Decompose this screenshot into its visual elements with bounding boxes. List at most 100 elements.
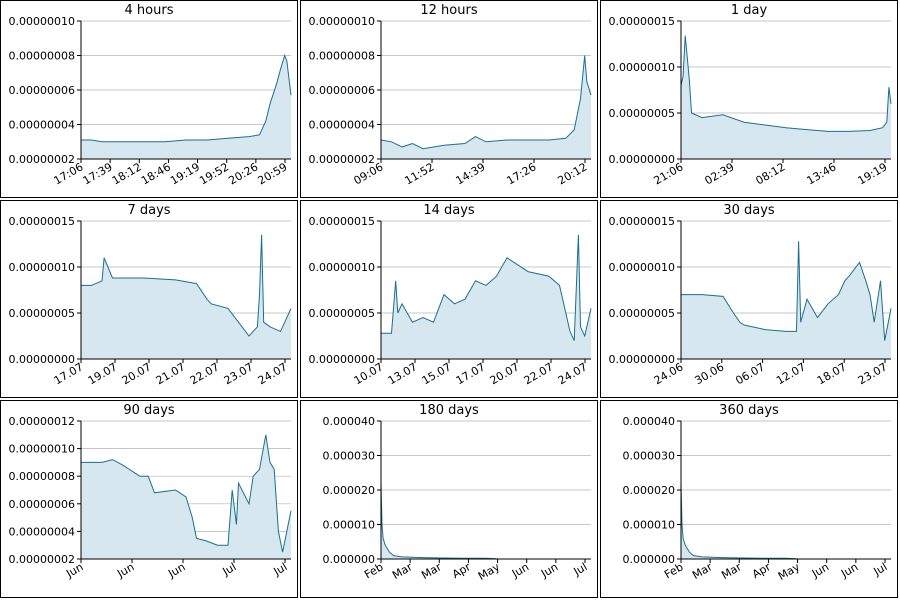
series-line	[380, 483, 497, 560]
chart-14d: 0.00000000 0.00000005 0.00000010 0.00000015…	[309, 215, 592, 387]
x-tick-label: 24.07	[256, 360, 290, 387]
panel-7d: 7 days 0.00000000 0.00000005 0.00000010 0.0…	[0, 200, 298, 398]
y-tick-label: 0.00000010	[609, 61, 675, 74]
series-line	[81, 54, 292, 143]
x-tick-label: Apr	[750, 560, 773, 581]
series-line	[381, 234, 592, 341]
series-line	[81, 434, 292, 553]
x-tick-label: 17.07	[454, 360, 488, 387]
y-tick-label: 0.000000	[323, 553, 376, 566]
chart-30d: 0.00000000 0.00000005 0.00000010 0.00000015…	[609, 215, 892, 387]
y-tick-label: 0.000040	[623, 415, 676, 428]
chart-title: 180 days	[419, 403, 479, 418]
y-tick-label: 0.00000015	[9, 215, 75, 228]
x-tick-label: 22.07	[522, 360, 556, 387]
y-tick-label: 0.00000015	[609, 15, 675, 28]
y-tick-label: 0.00000004	[9, 525, 75, 538]
x-tick-label: Mar	[419, 560, 444, 582]
x-tick-label: May	[776, 560, 803, 583]
area-fill	[681, 241, 891, 359]
y-tick-label: 0.000010	[623, 519, 676, 532]
x-tick-label: 19:19	[168, 160, 202, 187]
y-tick-label: 0.00000008	[9, 50, 75, 63]
y-tick-label: 0.00000008	[309, 50, 375, 63]
x-tick-label: 20:26	[226, 160, 260, 187]
y-tick-label: 0.00000005	[309, 307, 375, 320]
x-tick-label: 11:52	[403, 160, 437, 187]
x-tick-label: 13.07	[386, 360, 420, 387]
panel-1d: 1 day 0.00000000 0.00000005 0.00000010 0.00…	[600, 0, 898, 198]
y-tick-label: 0.00000005	[609, 307, 675, 320]
chart-title: 1 day	[730, 3, 768, 18]
series-line	[81, 234, 292, 337]
chart-90d: 0.00000002 0.00000004 0.00000006 0.00000008…	[9, 415, 292, 581]
chart-360d: 0.000000 0.000010 0.000020 0.000030 0.000040…	[623, 415, 891, 583]
y-tick-label: 0.00000006	[9, 84, 75, 97]
x-tick-label: Apr	[450, 560, 473, 581]
y-tick-label: 0.000020	[623, 484, 676, 497]
chart-180d: 0.000000 0.000010 0.000020 0.000030 0.000040…	[323, 415, 591, 583]
y-tick-label: 0.00000004	[309, 119, 375, 132]
y-tick-label: 0.000030	[323, 450, 376, 463]
chart-title: 14 days	[423, 203, 475, 218]
area-fill	[81, 234, 291, 359]
x-tick-label: Mar	[719, 560, 744, 582]
y-tick-label: 0.00000012	[9, 415, 75, 428]
panel-30d: 30 days 0.00000000 0.00000005 0.00000010 0.…	[600, 200, 898, 398]
panel-90d: 90 days 0.00000002 0.00000004 0.00000006 0.…	[0, 400, 298, 598]
x-tick-label: 20:59	[256, 160, 290, 187]
panel-12h: 12 hours 0.00000002 0.00000004 0.00000006 0…	[300, 0, 598, 198]
area-fill	[381, 234, 591, 359]
chart-1d: 0.00000000 0.00000005 0.00000010 0.00000015…	[609, 15, 892, 187]
x-tick-label: 23.07	[856, 360, 890, 387]
x-tick-label: May	[476, 560, 503, 583]
x-tick-label: 12.07	[774, 360, 808, 387]
y-tick-label: 0.00000000	[9, 353, 75, 366]
area-fill	[681, 35, 891, 160]
y-tick-label: 0.00000010	[9, 443, 75, 456]
x-tick-label: Jul	[220, 560, 239, 578]
y-tick-label: 0.000010	[323, 519, 376, 532]
x-tick-label: Jun	[838, 560, 860, 580]
x-tick-label: 24.07	[556, 360, 590, 387]
y-tick-label: 0.00000000	[309, 353, 375, 366]
x-tick-label: 20:12	[556, 160, 590, 187]
y-tick-label: 0.00000015	[309, 215, 375, 228]
y-tick-label: 0.00000015	[609, 215, 675, 228]
chart-title: 7 days	[127, 203, 171, 218]
x-tick-label: Jun	[809, 560, 831, 580]
y-tick-label: 0.000000	[623, 553, 676, 566]
chart-4h: 0.00000002 0.00000004 0.00000006 0.00000008…	[9, 15, 292, 187]
area-fill	[81, 55, 291, 159]
y-tick-label: 0.00000005	[9, 307, 75, 320]
chart-12h: 0.00000002 0.00000004 0.00000006 0.00000008…	[309, 15, 592, 187]
chart-title: 90 days	[123, 403, 175, 418]
area-fill	[381, 55, 591, 159]
y-tick-label: 0.00000002	[9, 153, 75, 166]
chart-title: 360 days	[719, 403, 779, 418]
y-tick-label: 0.00000010	[9, 15, 75, 28]
y-tick-label: 0.00000000	[609, 353, 675, 366]
y-tick-label: 0.000040	[323, 415, 376, 428]
y-tick-label: 0.00000010	[9, 261, 75, 274]
area-fill	[381, 483, 497, 559]
x-tick-label: 20.07	[120, 360, 154, 387]
y-tick-label: 0.000030	[623, 450, 676, 463]
x-tick-label: 18.07	[815, 360, 849, 387]
x-tick-label: 23.07	[222, 360, 256, 387]
panel-180d: 180 days 0.000000 0.000010 0.000020 0.00003…	[300, 400, 598, 598]
y-tick-label: 0.00000008	[9, 470, 75, 483]
y-tick-label: 0.00000000	[609, 153, 675, 166]
x-tick-label: 18:12	[110, 160, 144, 187]
x-tick-label: 15.07	[420, 360, 454, 387]
x-tick-label: Jul	[571, 560, 590, 578]
x-tick-label: 21.07	[154, 360, 188, 387]
x-tick-label: 18:46	[139, 160, 173, 187]
series-line	[680, 35, 892, 132]
x-tick-label: Jun	[165, 560, 187, 580]
x-tick-label: 19:19	[856, 160, 890, 187]
y-tick-label: 0.00000002	[309, 153, 375, 166]
x-tick-label: 13:46	[805, 160, 839, 187]
x-tick-label: Jun	[509, 560, 531, 580]
x-tick-label: 14:39	[454, 160, 488, 187]
